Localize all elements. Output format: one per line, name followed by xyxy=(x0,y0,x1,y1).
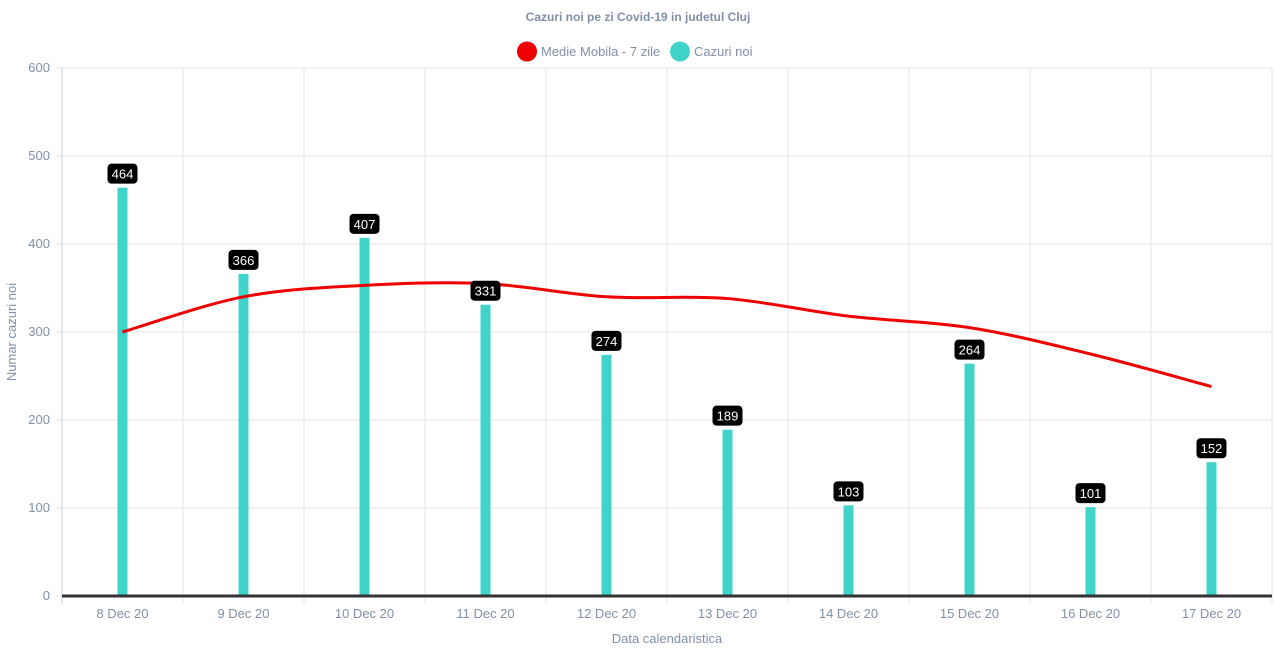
bar[interactable] xyxy=(238,273,249,596)
y-tick-label: 300 xyxy=(28,324,50,339)
data-label-box xyxy=(1196,438,1227,459)
data-label-text: 464 xyxy=(112,167,134,182)
data-label-text: 103 xyxy=(838,484,860,499)
bar[interactable] xyxy=(1085,507,1096,596)
x-tick-label: 10 Dec 20 xyxy=(335,606,394,621)
bar[interactable] xyxy=(843,505,854,596)
x-tick-label: 9 Dec 20 xyxy=(217,606,269,621)
bar[interactable] xyxy=(601,354,612,596)
data-label-box xyxy=(954,339,985,360)
y-axis-title: Numar cazuri noi xyxy=(4,283,19,381)
y-tick-label: 500 xyxy=(28,148,50,163)
x-axis-title: Data calendaristica xyxy=(612,631,723,646)
data-label-text: 407 xyxy=(354,217,376,232)
bar[interactable] xyxy=(117,187,128,596)
y-tick-label: 600 xyxy=(28,60,50,75)
data-label: 103 xyxy=(833,481,864,502)
data-label: 366 xyxy=(228,249,259,270)
data-label-box xyxy=(712,405,743,426)
data-label-text: 264 xyxy=(959,343,981,358)
data-label: 152 xyxy=(1196,438,1227,459)
bar[interactable] xyxy=(964,363,975,596)
data-label: 331 xyxy=(470,280,501,301)
bar[interactable] xyxy=(722,429,733,596)
legend-item-new-cases[interactable]: Cazuri noi xyxy=(670,41,753,62)
data-label-text: 331 xyxy=(475,284,497,299)
data-label: 464 xyxy=(107,163,138,184)
y-axis-ticks: 0 100 200 300 400 500 600 xyxy=(28,60,50,603)
data-label-box xyxy=(1075,483,1106,504)
chart-title: Cazuri noi pe zi Covid-19 in judetul Clu… xyxy=(526,10,751,24)
legend-marker-moving-average xyxy=(517,41,537,62)
bar[interactable] xyxy=(1206,462,1217,596)
data-label-text: 101 xyxy=(1080,486,1102,501)
bars-series xyxy=(117,187,1217,596)
legend-item-moving-average[interactable]: Medie Mobila - 7 zile xyxy=(517,41,660,62)
bar-data-labels: 464 366 407 331 274 189 103 264 101 152 xyxy=(107,163,1227,504)
x-tick-label: 11 Dec 20 xyxy=(456,606,514,621)
bar[interactable] xyxy=(480,304,491,596)
data-label: 101 xyxy=(1075,483,1106,504)
data-label-text: 366 xyxy=(233,253,255,268)
data-label-box xyxy=(349,213,380,234)
y-tick-label: 0 xyxy=(43,588,50,603)
data-label-text: 152 xyxy=(1201,441,1223,456)
x-tick-label: 14 Dec 20 xyxy=(819,606,878,621)
data-label: 189 xyxy=(712,405,743,426)
legend-label-moving-average: Medie Mobila - 7 zile xyxy=(541,44,660,59)
x-tick-label: 8 Dec 20 xyxy=(96,606,148,621)
legend: Medie Mobila - 7 zile Cazuri noi xyxy=(517,41,753,62)
data-label-box xyxy=(107,163,138,184)
y-tick-label: 200 xyxy=(28,412,50,427)
data-label-text: 189 xyxy=(717,409,739,424)
grid xyxy=(56,67,1273,604)
x-axis-ticks: 8 Dec 20 9 Dec 20 10 Dec 20 11 Dec 20 12 Dec… xyxy=(96,606,1241,621)
moving-average-line xyxy=(122,281,1212,389)
data-label: 407 xyxy=(349,213,380,234)
x-tick-label: 16 Dec 20 xyxy=(1061,606,1120,621)
data-label: 264 xyxy=(954,339,985,360)
x-tick-label: 12 Dec 20 xyxy=(577,606,636,621)
x-tick-label: 13 Dec 20 xyxy=(698,606,757,621)
bar[interactable] xyxy=(359,237,370,596)
data-label-text: 274 xyxy=(596,334,618,349)
legend-marker-new-cases xyxy=(670,41,690,62)
legend-label-new-cases: Cazuri noi xyxy=(694,44,753,59)
data-label: 274 xyxy=(591,330,622,351)
data-label-box xyxy=(470,280,501,301)
data-label-box xyxy=(833,481,864,502)
x-tick-label: 15 Dec 20 xyxy=(940,606,999,621)
data-label-box xyxy=(591,330,622,351)
y-tick-label: 400 xyxy=(28,236,50,251)
data-label-box xyxy=(228,249,259,270)
y-tick-label: 100 xyxy=(28,500,50,515)
x-tick-label: 17 Dec 20 xyxy=(1182,606,1241,621)
